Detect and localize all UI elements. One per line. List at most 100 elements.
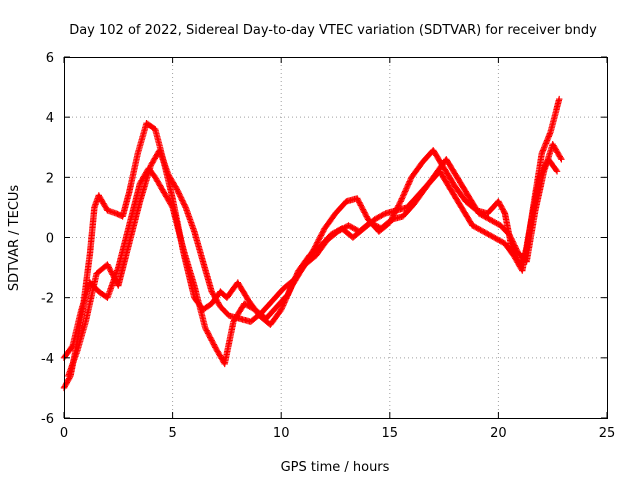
data-point <box>511 242 518 249</box>
data-point <box>338 226 345 233</box>
data-point <box>206 333 213 340</box>
x-tick-label: 15 <box>382 426 399 441</box>
data-point <box>379 211 386 219</box>
data-point <box>400 192 407 199</box>
y-tick-label: 4 <box>46 111 54 126</box>
data-point <box>108 269 115 277</box>
data-point <box>110 272 117 279</box>
data-point <box>319 229 326 236</box>
data-point <box>317 233 324 241</box>
data-point <box>407 177 414 184</box>
data-point <box>314 237 322 245</box>
data-point <box>356 199 363 206</box>
data-point <box>497 238 504 245</box>
data-point <box>396 201 403 208</box>
data-point <box>204 330 212 337</box>
data-point <box>356 200 364 208</box>
data-point <box>508 236 516 244</box>
data-point <box>176 191 183 199</box>
data-point <box>207 335 215 343</box>
data-point <box>212 344 219 351</box>
data-point <box>405 181 412 188</box>
data-point <box>318 230 325 238</box>
data-point <box>542 141 549 148</box>
data-point <box>354 196 362 203</box>
y-tick-label: -4 <box>41 352 54 367</box>
data-point <box>317 232 325 239</box>
data-point <box>156 182 164 189</box>
data-point <box>202 324 209 331</box>
data-point <box>108 283 115 291</box>
data-point <box>512 245 520 252</box>
data-point <box>398 195 406 202</box>
data-point <box>540 145 547 153</box>
data-point <box>165 171 172 178</box>
data-point <box>314 239 321 246</box>
data-point <box>544 136 551 143</box>
data-point <box>204 328 211 336</box>
data-point <box>358 203 365 210</box>
y-tick-label: 6 <box>46 51 54 66</box>
series-track-1 <box>60 95 563 392</box>
data-point <box>111 275 118 282</box>
data-point <box>105 264 113 271</box>
data-point <box>491 219 499 226</box>
x-tick-label: 20 <box>490 426 507 441</box>
data-point <box>208 337 215 344</box>
y-tick-label: 2 <box>46 171 54 186</box>
data-point <box>105 262 112 270</box>
data-point <box>363 213 370 220</box>
data-point <box>362 212 370 219</box>
data-point <box>149 159 156 166</box>
data-point <box>107 268 115 275</box>
data-point <box>557 154 564 162</box>
data-point <box>91 204 98 211</box>
data-point <box>104 261 111 268</box>
data-layer <box>60 95 565 392</box>
data-point <box>177 193 184 200</box>
data-point <box>355 198 362 205</box>
data-point <box>478 227 485 234</box>
data-point <box>179 197 186 204</box>
x-tick-label: 0 <box>60 426 68 441</box>
data-point <box>109 271 116 278</box>
data-point <box>315 236 322 243</box>
data-point <box>210 341 218 348</box>
data-point <box>482 214 489 221</box>
data-point <box>172 183 179 190</box>
data-point <box>510 241 518 248</box>
data-point <box>553 166 560 174</box>
data-point <box>512 243 519 251</box>
data-point <box>553 168 561 175</box>
x-tick-label: 5 <box>168 426 176 441</box>
data-point <box>488 232 495 240</box>
data-point <box>286 287 293 294</box>
y-tick-label: -2 <box>41 292 54 307</box>
data-point <box>510 239 517 246</box>
data-point <box>396 199 404 206</box>
data-point <box>359 205 366 212</box>
data-point <box>360 207 367 215</box>
data-point <box>545 133 552 140</box>
data-point <box>361 209 368 216</box>
data-point <box>558 156 565 163</box>
data-point <box>245 302 252 310</box>
data-point <box>205 331 212 338</box>
x-tick-label: 25 <box>599 426 616 441</box>
series-track-3 <box>65 141 565 380</box>
data-point <box>469 222 476 229</box>
data-point <box>556 95 563 103</box>
data-point <box>70 359 77 366</box>
y-tick-label: 0 <box>46 232 54 247</box>
data-point <box>106 265 113 272</box>
data-point <box>401 188 409 195</box>
x-tick-label: 10 <box>273 426 290 441</box>
data-point <box>348 223 355 231</box>
data-point <box>403 184 411 191</box>
data-point <box>211 342 218 350</box>
chart-title: Day 102 of 2022, Sidereal Day-to-day VTE… <box>69 23 597 38</box>
tick-layer: 0 5 10 15 20 25 -6 -4 -2 0 2 4 6 <box>41 51 615 441</box>
data-point <box>320 228 327 235</box>
data-point <box>284 291 291 298</box>
